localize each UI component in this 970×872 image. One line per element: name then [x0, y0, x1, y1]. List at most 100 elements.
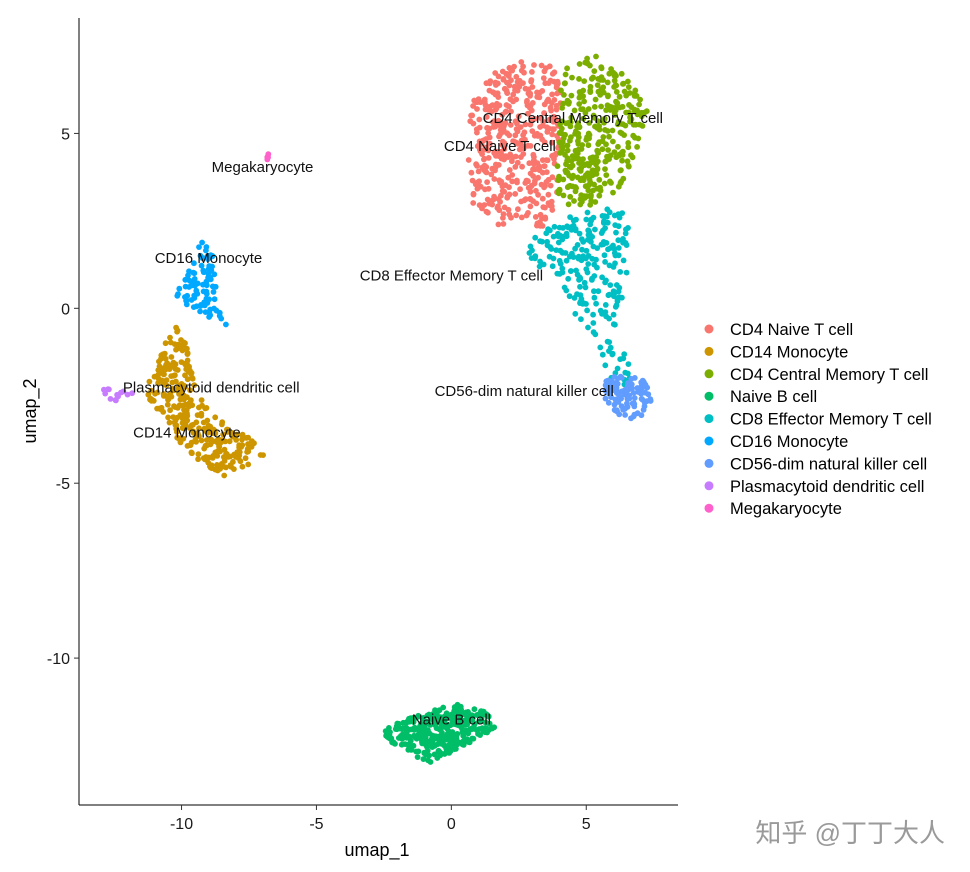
point: [603, 313, 610, 320]
point: [509, 67, 516, 74]
legend-key: [704, 458, 714, 468]
point: [528, 77, 535, 83]
point: [494, 205, 501, 211]
point: [500, 221, 507, 227]
point: [470, 120, 477, 127]
point: [527, 203, 534, 210]
point: [190, 304, 197, 310]
point: [532, 214, 539, 220]
point: [576, 123, 583, 130]
point: [611, 386, 617, 392]
point: [187, 387, 194, 394]
point: [203, 295, 210, 302]
point: [448, 712, 455, 719]
point: [542, 214, 549, 221]
point: [200, 455, 207, 461]
point: [631, 411, 638, 418]
point: [520, 132, 526, 139]
point: [620, 257, 627, 264]
point: [527, 104, 533, 111]
legend-item-naive-b-cell: Naive B cell: [704, 388, 817, 406]
point: [171, 363, 178, 370]
legend-label: CD56-dim natural killer cell: [730, 455, 927, 473]
point: [401, 732, 408, 738]
point: [405, 733, 412, 740]
point: [585, 261, 592, 267]
point: [599, 146, 606, 153]
point: [527, 92, 533, 99]
point: [203, 405, 210, 411]
x-tick-label: -5: [309, 816, 323, 833]
point: [585, 324, 591, 331]
point: [569, 74, 575, 81]
point: [584, 55, 590, 62]
point: [191, 382, 198, 388]
point: [603, 107, 609, 113]
point: [420, 756, 427, 762]
point: [478, 148, 485, 155]
point: [548, 107, 554, 114]
point: [419, 737, 425, 743]
point: [634, 144, 640, 150]
y-tick-label: 5: [61, 126, 70, 143]
point: [563, 287, 570, 294]
point: [221, 446, 228, 453]
point: [530, 198, 536, 205]
point: [554, 270, 561, 277]
point: [421, 749, 428, 756]
point: [532, 166, 538, 173]
point: [539, 88, 546, 94]
point: [167, 339, 174, 346]
point: [572, 155, 579, 162]
point: [191, 270, 198, 277]
point: [222, 438, 229, 445]
point: [478, 141, 485, 147]
point: [224, 426, 230, 433]
point: [611, 84, 617, 90]
point: [199, 402, 206, 409]
point: [454, 701, 461, 708]
point: [629, 385, 635, 392]
point: [604, 102, 611, 109]
point: [251, 440, 257, 447]
point: [478, 714, 485, 721]
point: [468, 112, 474, 119]
point: [415, 748, 422, 755]
point: [615, 183, 622, 190]
point: [578, 106, 584, 113]
point: [619, 294, 625, 301]
point: [479, 205, 485, 212]
point: [565, 183, 572, 190]
point: [198, 397, 205, 403]
point: [561, 80, 568, 87]
point: [518, 142, 525, 149]
point: [188, 422, 195, 429]
point: [525, 110, 531, 117]
point: [189, 450, 195, 457]
point: [184, 376, 191, 383]
point: [167, 407, 174, 414]
point: [559, 144, 566, 151]
point: [538, 62, 545, 69]
point: [482, 106, 489, 113]
point: [504, 90, 511, 96]
point: [223, 321, 229, 328]
point: [564, 223, 570, 230]
point: [611, 374, 618, 380]
point: [513, 73, 520, 80]
point: [592, 96, 599, 103]
point: [426, 730, 433, 737]
point: [599, 138, 606, 145]
point: [604, 389, 611, 396]
point: [437, 752, 443, 759]
point: [581, 98, 587, 105]
point: [493, 161, 499, 168]
point: [491, 118, 498, 124]
point: [578, 146, 585, 152]
point: [465, 711, 471, 718]
point: [564, 142, 571, 149]
point: [628, 152, 634, 159]
point: [483, 114, 490, 120]
point: [591, 294, 598, 301]
point: [160, 351, 166, 358]
